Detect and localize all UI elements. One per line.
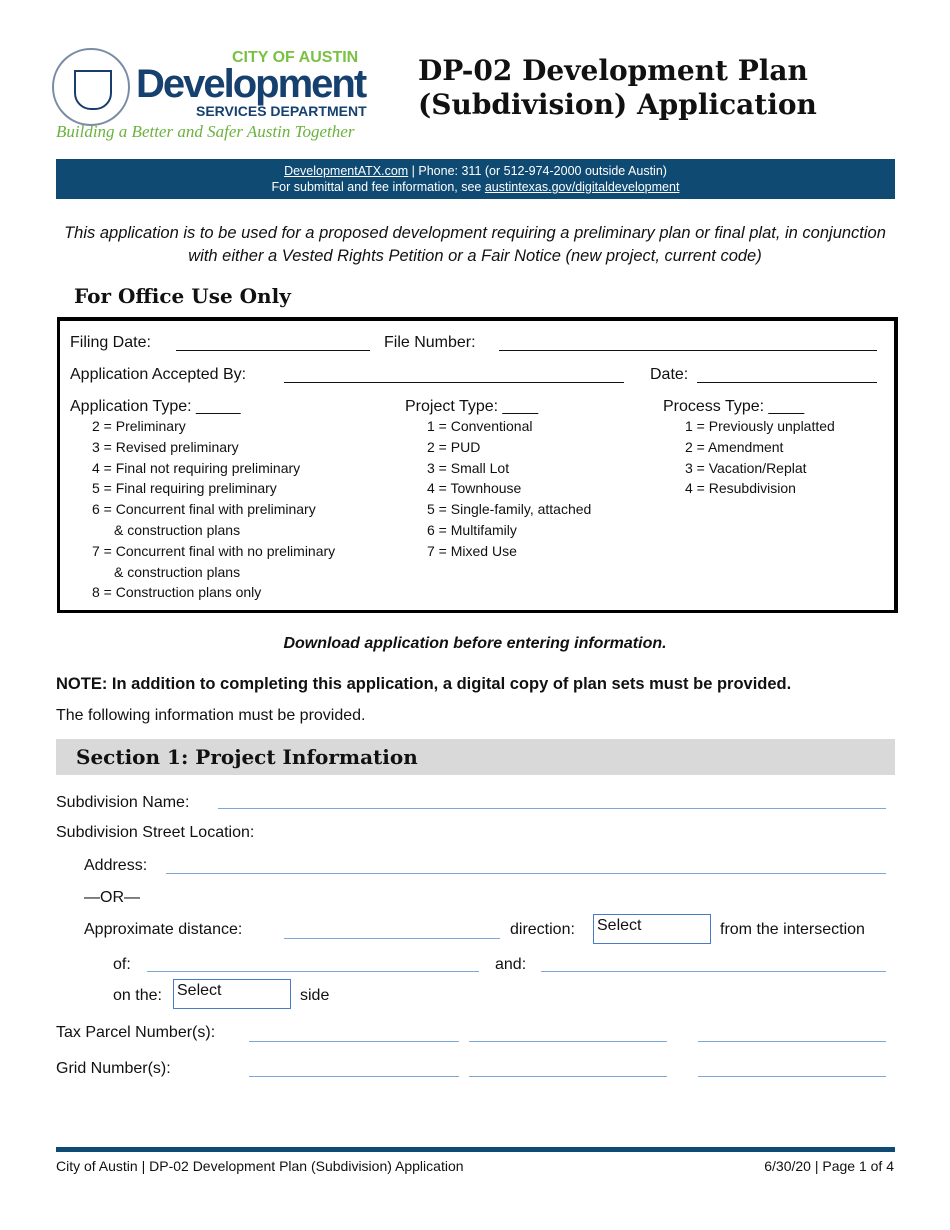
list-item: 6 = Multifamily: [427, 521, 517, 538]
list-item: 2 = Amendment: [685, 438, 784, 455]
list-item: & construction plans: [114, 563, 241, 580]
list-item: & construction plans: [114, 521, 241, 538]
list-item: 4 = Townhouse: [427, 480, 522, 497]
list-item: 3 = Vacation/Replat: [685, 459, 807, 476]
street-location-label: Subdivision Street Location:: [56, 824, 255, 841]
of-label: of:: [113, 956, 131, 973]
intro-text: This application is to be used for a pro…: [64, 224, 886, 265]
footer-title: City of Austin | DP-02 Development Plan …: [56, 1158, 464, 1174]
application-type-label: Application Type: _____: [70, 398, 241, 415]
on-the-label: on the:: [113, 987, 162, 1004]
grid-number-field-3[interactable]: [698, 1076, 886, 1077]
list-item: 7 = Mixed Use: [427, 542, 517, 559]
file-number-label: File Number:: [384, 334, 476, 351]
approx-distance-label: Approximate distance:: [84, 921, 243, 938]
list-item: 3 = Revised preliminary: [92, 438, 239, 455]
list-item: 1 = Previously unplatted: [685, 418, 835, 434]
list-item: 5 = Final requiring preliminary: [92, 480, 277, 497]
side-select[interactable]: Select: [173, 979, 291, 1009]
tax-parcel-field-1[interactable]: [249, 1041, 459, 1042]
project-type-list: Project Type: ____ 1 = Conventional 2 = …: [405, 397, 591, 562]
digital-development-link[interactable]: austintexas.gov/digitaldevelopment: [484, 180, 680, 194]
grid-number-label: Grid Number(s):: [56, 1060, 171, 1077]
title-line2: (Subdivision) Application: [418, 88, 817, 121]
footer-page: 6/30/20 | Page 1 of 4: [764, 1158, 894, 1174]
grid-number-field-1[interactable]: [249, 1076, 459, 1077]
application-type-list: Application Type: _____ 2 = Preliminary …: [70, 397, 335, 603]
list-item: 6 = Concurrent final with preliminary: [92, 501, 316, 518]
contact-band: DevelopmentATX.com | Phone: 311 (or 512-…: [56, 159, 895, 199]
page-title: DP-02 Development Plan (Subdivision) Appl…: [418, 54, 817, 122]
list-item: 7 = Concurrent final with no preliminary: [92, 542, 336, 559]
from-intersection-label: from the intersection: [720, 921, 865, 938]
tax-parcel-field-2[interactable]: [469, 1041, 667, 1042]
grid-number-field-2[interactable]: [469, 1076, 667, 1077]
intersection-street1-field[interactable]: [147, 971, 479, 972]
tagline: Building a Better and Safer Austin Toget…: [56, 122, 355, 141]
accepted-by-label: Application Accepted By:: [70, 366, 247, 383]
filing-date-label: Filing Date:: [70, 334, 151, 351]
project-type-label: Project Type: ____: [405, 398, 539, 415]
plan-sets-note: NOTE: In addition to completing this app…: [56, 675, 792, 693]
footer-divider: [56, 1147, 895, 1152]
list-item: 2 = Preliminary: [92, 418, 186, 434]
list-item: 4 = Final not requiring preliminary: [92, 459, 301, 476]
office-use-box: [57, 317, 898, 613]
and-label: and:: [495, 956, 527, 973]
tax-parcel-label: Tax Parcel Number(s):: [56, 1024, 216, 1041]
direction-select[interactable]: Select: [593, 914, 711, 944]
accepted-by-field[interactable]: [284, 382, 624, 383]
following-text: The following information must be provid…: [56, 707, 366, 724]
section1-heading: Section 1: Project Information: [56, 739, 895, 775]
list-item: 8 = Construction plans only: [92, 584, 262, 601]
website-link[interactable]: DevelopmentATX.com: [284, 164, 409, 178]
intersection-street2-field[interactable]: [541, 971, 886, 972]
city-seal-logo: [52, 48, 130, 126]
subdivision-name-label: Subdivision Name:: [56, 794, 190, 811]
side-label: side: [300, 987, 330, 1004]
tax-parcel-field-3[interactable]: [698, 1041, 886, 1042]
logo-development: Development: [136, 62, 367, 106]
phone-text: | Phone: 311 (or 512-974-2000 outside Au…: [408, 164, 667, 178]
list-item: 3 = Small Lot: [427, 459, 510, 476]
filing-date-field[interactable]: [176, 350, 370, 351]
direction-label: direction:: [510, 921, 575, 938]
address-field[interactable]: [166, 873, 886, 874]
file-number-field[interactable]: [499, 350, 877, 351]
list-item: 1 = Conventional: [427, 418, 533, 434]
list-item: 5 = Single-family, attached: [427, 501, 592, 518]
download-note: Download application before entering inf…: [283, 635, 667, 652]
process-type-label: Process Type: ____: [663, 398, 805, 415]
address-label: Address:: [84, 857, 148, 874]
process-type-list: Process Type: ____ 1 = Previously unplat…: [663, 397, 835, 499]
date-field[interactable]: [697, 382, 877, 383]
list-item: 4 = Resubdivision: [685, 480, 796, 497]
date-label: Date:: [650, 366, 689, 383]
approx-distance-field[interactable]: [284, 938, 500, 939]
logo-services: SERVICES DEPARTMENT: [196, 103, 367, 119]
fee-info-text: For submittal and fee information, see: [271, 180, 485, 194]
or-label: —OR—: [84, 889, 140, 906]
logo-city: CITY OF AUSTIN: [232, 49, 359, 66]
list-item: 2 = PUD: [427, 438, 481, 455]
subdivision-name-field[interactable]: [218, 808, 886, 809]
title-line1: DP-02 Development Plan: [418, 54, 808, 87]
office-heading: For Office Use Only: [74, 284, 291, 308]
